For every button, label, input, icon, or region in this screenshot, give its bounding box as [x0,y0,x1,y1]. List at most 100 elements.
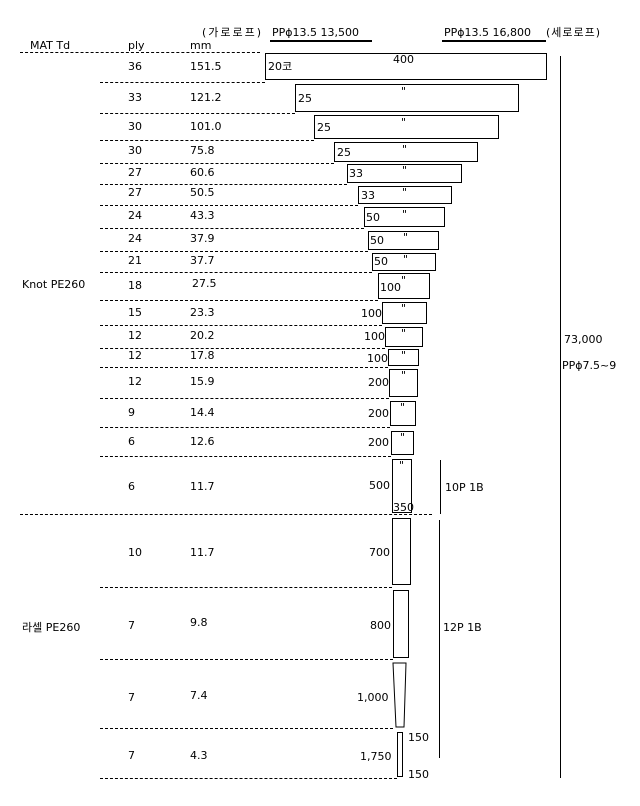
ply-value: 12 [128,329,142,342]
panel-box [378,273,430,299]
mm-value: 121.2 [190,91,222,104]
row-divider [100,778,397,779]
row-divider [100,398,389,399]
panel-box [382,302,427,324]
section-divider [20,514,432,515]
knot-group-label: Knot PE260 [22,278,86,291]
ply-value: 27 [128,186,142,199]
mesh-count: 100 [367,352,388,365]
sero-rope-spec: PPϕ13.5 16,800 [444,26,532,39]
panel-label: " [402,164,408,177]
ply-value: 24 [128,232,142,245]
mm-value: 37.7 [190,254,215,267]
panel-box [391,431,414,455]
row-divider [100,300,378,301]
panel-label: " [402,143,408,156]
panel-box [314,115,499,139]
header-divider [20,52,260,53]
mm-value: 11.7 [190,546,215,559]
mesh-count: 500 [369,479,390,492]
mesh-count: 1,000 [357,691,389,704]
panel-bottom-width: 350 [393,501,414,514]
panel-label: " [401,327,407,340]
ply-value: 27 [128,166,142,179]
mm-value: 12.6 [190,435,215,448]
row-divider [100,456,391,457]
panel-label: " [400,431,406,444]
panel-box [372,253,436,271]
rasel-group-label: 라셀 PE260 [22,621,81,634]
mesh-count: 25 [298,92,312,105]
row-divider [100,427,390,428]
ply-value: 33 [128,91,142,104]
panel-box [393,590,409,658]
mm-header: mm [190,39,212,52]
panel-box [358,186,452,204]
ply-value: 6 [128,435,135,448]
panel-label: " [401,349,407,362]
panel-box [364,207,445,227]
ply-value: 15 [128,306,142,319]
mm-value: 60.6 [190,166,215,179]
mesh-count: 33 [349,167,363,180]
row-divider [100,82,265,83]
mm-value: 23.3 [190,306,215,319]
panel-box [397,732,403,777]
ply-value: 9 [128,406,135,419]
mm-value: 37.9 [190,232,215,245]
mesh-count: 50 [374,255,388,268]
panel-10p-bracket [440,460,441,514]
ply-value: 30 [128,120,142,133]
panel-label: " [401,116,407,129]
total-length-line [560,56,561,778]
mesh-count: 100 [364,330,385,343]
panel-box [388,349,419,366]
row-divider [100,272,372,273]
row-divider [100,113,295,114]
mm-value: 43.3 [190,209,215,222]
mesh-count: 25 [337,146,351,159]
mm-value: 9.8 [190,616,208,629]
panel-label: " [401,85,407,98]
row-divider [100,205,358,206]
mm-value: 15.9 [190,375,215,388]
mm-value: 27.5 [192,277,217,290]
ply-value: 30 [128,144,142,157]
total-length-value: 73,000 [564,333,603,346]
row-divider [100,325,382,326]
panel-label: " [401,302,407,315]
ply-value: 7 [128,619,135,632]
panel-label: " [403,253,409,266]
mesh-count: 33 [361,189,375,202]
mm-value: 50.5 [190,186,215,199]
panel-box [390,401,416,426]
panel-box [389,369,418,397]
panel-label: " [400,401,406,414]
mesh-count: 100 [361,307,382,320]
row-divider [100,251,368,252]
ply-value: 7 [128,691,135,704]
mesh-count: 1,750 [360,750,392,763]
mesh-count: 50 [366,211,380,224]
row-divider [100,728,393,729]
row-divider [100,659,393,660]
mesh-count: 700 [369,546,390,559]
sero-rope-underline [442,40,546,42]
panel-label: " [401,274,407,287]
ply-value: 36 [128,60,142,73]
panel-box [347,164,462,183]
mm-value: 101.0 [190,120,222,133]
mm-value: 4.3 [190,749,208,762]
garo-rope-underline [270,40,372,42]
ply-value: 6 [128,480,135,493]
mm-value: 20.2 [190,329,215,342]
ply-value: 12 [128,349,142,362]
ply-value: 24 [128,209,142,222]
mesh-count: 800 [370,619,391,632]
panel-label: " [403,231,409,244]
panel-box [368,231,439,250]
mm-value: 14.4 [190,406,215,419]
mm-value: 151.5 [190,60,222,73]
row-divider [100,140,314,141]
